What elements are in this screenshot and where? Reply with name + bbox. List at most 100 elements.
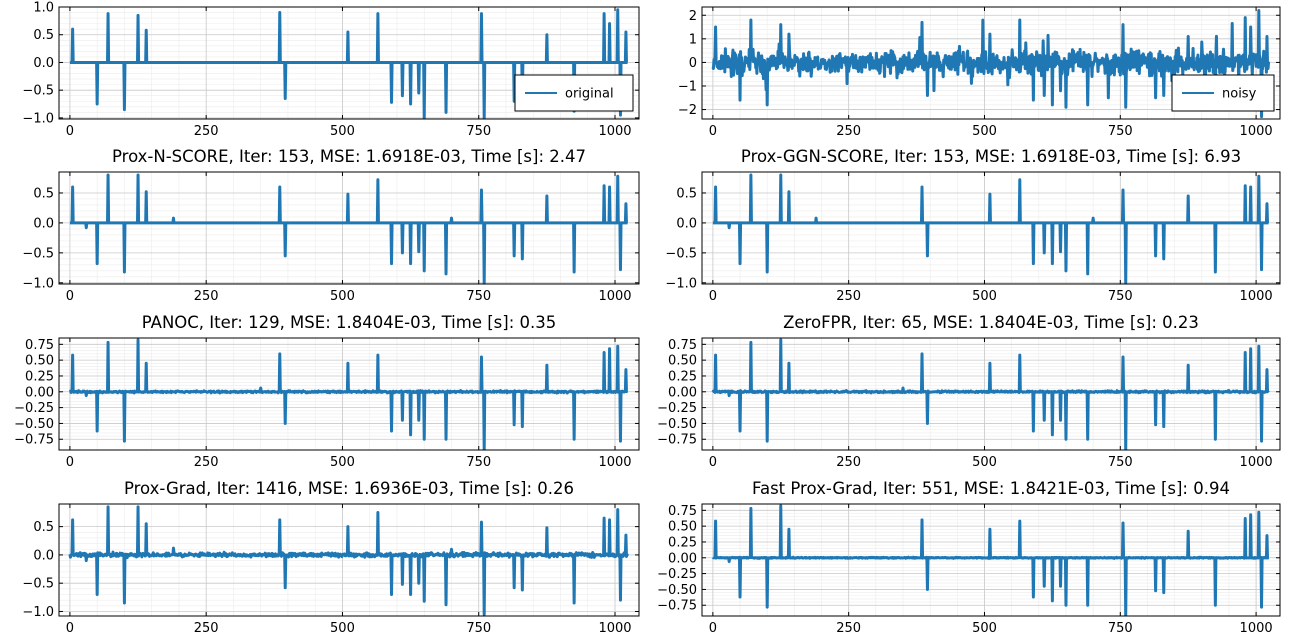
x-tick-label: 250 xyxy=(194,455,219,470)
x-tick-label: 750 xyxy=(1108,124,1133,139)
x-tick-label: 1000 xyxy=(598,124,631,139)
y-tick-label: −0.25 xyxy=(657,567,697,582)
minor-grid xyxy=(59,504,639,616)
axes-frame xyxy=(701,503,1281,617)
plot-area xyxy=(59,172,639,284)
x-tick-label: 250 xyxy=(836,124,861,139)
x-tick-label: 0 xyxy=(709,621,717,636)
x-tick-label: 1000 xyxy=(598,289,631,304)
plot-area xyxy=(702,338,1280,450)
subplot-panoc: 0 250 500 750 1000 −0.75−0.50−0.250.000.250.5… xyxy=(14,313,640,470)
minor-grid xyxy=(59,338,639,450)
plot-area xyxy=(702,504,1280,616)
subplot-zerofpr: 0 250 500 750 1000 −0.75−0.50−0.250.000.250.5… xyxy=(657,313,1281,470)
subplot-title: Prox-GGN-SCORE, Iter: 153, MSE: 1.6918E-… xyxy=(741,147,1241,166)
x-tick-label: 500 xyxy=(330,621,355,636)
y-tick-label: 0.0 xyxy=(33,548,54,563)
x-tick-label: 0 xyxy=(709,289,717,304)
x-tick-label: 1000 xyxy=(1240,124,1273,139)
y-tick-label: 0.00 xyxy=(668,385,697,400)
y-tick-label: 0.5 xyxy=(676,186,697,201)
x-tick-label: 750 xyxy=(466,455,491,470)
x-tick-label: 750 xyxy=(1108,621,1133,636)
y-tick-label: 0.0 xyxy=(676,216,697,231)
minor-grid xyxy=(702,338,1280,450)
x-tick-label: 500 xyxy=(330,124,355,139)
axes-frame xyxy=(58,6,640,120)
series-line-zerofpr xyxy=(711,338,1270,450)
legend: original xyxy=(514,74,634,112)
y-tick-label: 0.5 xyxy=(33,28,54,43)
axes-frame xyxy=(58,503,640,617)
series-line-panoc xyxy=(68,338,629,450)
subplot-original: 0 250 500 750 1000 −1.0 −0.5 0.0 0.5 1.0 original xyxy=(22,1,640,139)
series-line-fast-prox-grad xyxy=(711,504,1270,616)
y-tick-label: −0.75 xyxy=(14,433,54,448)
y-tick-label: 1 xyxy=(689,32,697,47)
y-tick-label: 0 xyxy=(689,56,697,71)
y-tick-label: −0.25 xyxy=(657,401,697,416)
x-tick-label: 1000 xyxy=(598,455,631,470)
x-tick-label: 250 xyxy=(194,621,219,636)
y-tick-label: 0.50 xyxy=(25,354,54,369)
axes-frame xyxy=(58,337,640,451)
y-tick-label: −0.25 xyxy=(14,401,54,416)
y-tick-label: 1.0 xyxy=(33,1,54,16)
y-tick-label: −1 xyxy=(678,79,697,94)
y-tick-label: 0.5 xyxy=(33,520,54,535)
series-line-prox-n-score xyxy=(68,173,629,284)
legend-label: original xyxy=(565,87,614,102)
series-line-noisy xyxy=(711,9,1271,119)
y-tick-label: −0.5 xyxy=(22,577,54,592)
legend-label: noisy xyxy=(1222,87,1257,102)
x-tick-label: 1000 xyxy=(1240,455,1273,470)
y-tick-label: −0.75 xyxy=(657,599,697,614)
subplot-fast-prox-grad: 0 250 500 750 1000 −0.75−0.50−0.250.000.250.5… xyxy=(657,479,1281,636)
y-tick-label: 0.00 xyxy=(25,385,54,400)
y-tick-label: −0.50 xyxy=(657,583,697,598)
y-tick-label: −0.5 xyxy=(665,246,697,261)
x-tick-label: 500 xyxy=(972,455,997,470)
x-tick-label: 250 xyxy=(836,455,861,470)
axes-frame xyxy=(701,171,1281,285)
series-line-prox-grad xyxy=(68,505,629,616)
y-tick-label: −1.0 xyxy=(22,276,54,291)
x-tick-label: 500 xyxy=(972,621,997,636)
x-tick-label: 0 xyxy=(66,455,74,470)
subplot-noisy: 0 250 500 750 1000 −2 −1 0 1 2 noisy xyxy=(678,6,1281,139)
y-tick-label: −0.50 xyxy=(14,417,54,432)
subplot-prox-n-score: 0 250 500 750 1000 −1.0 −0.5 0.0 0.5 Prox-N-SCORE… xyxy=(22,147,640,304)
subplot-title: Fast Prox-Grad, Iter: 551, MSE: 1.8421E-… xyxy=(752,479,1230,498)
subplot-title: Prox-N-SCORE, Iter: 153, MSE: 1.6918E-03… xyxy=(112,147,586,166)
y-tick-label: −2 xyxy=(678,103,697,118)
subplot-title: Prox-Grad, Iter: 1416, MSE: 1.6936E-03, … xyxy=(124,479,574,498)
x-tick-label: 500 xyxy=(972,124,997,139)
x-tick-label: 500 xyxy=(972,289,997,304)
x-tick-label: 750 xyxy=(1108,289,1133,304)
series-line-prox-ggn-score xyxy=(711,173,1270,284)
x-tick-label: 1000 xyxy=(1240,621,1273,636)
subplot-title: ZeroFPR, Iter: 65, MSE: 1.8404E-03, Time… xyxy=(783,313,1199,332)
y-tick-label: 2 xyxy=(689,9,697,24)
y-tick-label: 0.5 xyxy=(33,186,54,201)
y-tick-label: −0.5 xyxy=(22,246,54,261)
x-tick-label: 500 xyxy=(330,289,355,304)
y-tick-label: −0.5 xyxy=(22,84,54,99)
subplot-prox-grad: 0 250 500 750 1000 −1.0 −0.5 0.0 0.5 Prox-Grad, I… xyxy=(22,479,640,636)
y-tick-label: 0.0 xyxy=(33,56,54,71)
x-tick-label: 1000 xyxy=(1240,289,1273,304)
axes-frame xyxy=(58,171,640,285)
y-tick-label: 0.50 xyxy=(668,520,697,535)
y-tick-label: −1.0 xyxy=(22,605,54,620)
y-tick-label: −0.75 xyxy=(657,433,697,448)
y-tick-label: 0.75 xyxy=(668,338,697,353)
x-tick-label: 0 xyxy=(709,455,717,470)
y-tick-label: −1.0 xyxy=(22,111,54,126)
subplot-prox-ggn-score: 0 250 500 750 1000 −1.0 −0.5 0.0 0.5 Prox-GGN-SCO… xyxy=(665,147,1281,304)
axes-frame xyxy=(701,6,1281,120)
y-tick-label: 0.25 xyxy=(668,369,697,384)
y-tick-label: 0.25 xyxy=(668,535,697,550)
x-tick-label: 750 xyxy=(466,621,491,636)
y-tick-label: −0.50 xyxy=(657,417,697,432)
